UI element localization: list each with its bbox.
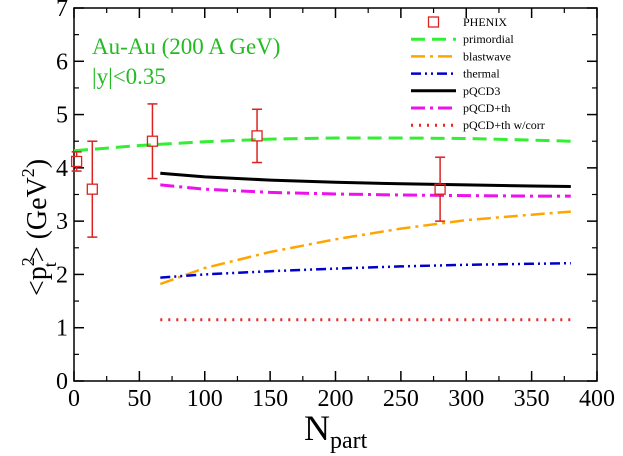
y-tick-label: 6: [56, 49, 68, 75]
y-tick-label: 5: [56, 103, 68, 129]
x-axis-label-main: N: [304, 408, 330, 448]
legend-label: pQCD3: [463, 84, 500, 98]
y-tick-label: 2: [56, 262, 68, 288]
legend-item-blastwave: blastwave: [411, 49, 511, 63]
y-tick-label: 3: [56, 209, 68, 235]
series-line-thermal: [160, 261, 571, 279]
y-label-p-sub: t: [40, 262, 60, 267]
x-tick-label: 250: [383, 386, 419, 412]
y-tick-label: 1: [56, 316, 68, 342]
legend-item-pqcd-th-w-corr: pQCD+th w/corr: [411, 118, 545, 132]
legend-item-pqcd3: pQCD3: [411, 84, 500, 98]
phenix-data-point: [251, 108, 263, 164]
phenix-data-point: [434, 156, 446, 222]
legend-label: PHENIX: [463, 15, 507, 29]
y-label-p-sup: 2: [18, 257, 38, 266]
legend-item-pqcd-th: pQCD+th: [411, 101, 510, 115]
phenix-data-point: [86, 140, 98, 238]
series-line-pqcd3: [160, 171, 571, 188]
y-tick-label: 0: [56, 369, 68, 395]
x-tick-label: 0: [68, 386, 80, 412]
series-line-primordial: [73, 136, 571, 153]
x-axis-label: Npart: [304, 408, 368, 454]
svg-text:Npart: Npart: [304, 408, 368, 454]
legend-item-primordial: primordial: [411, 32, 514, 46]
x-tick-label: 400: [579, 386, 615, 412]
x-tick-label: 300: [448, 386, 484, 412]
svg-text:<p2t> (GeV2): <p2 t> (GeV2): [18, 159, 60, 296]
legend-item-thermal: thermal: [411, 67, 500, 81]
annotation-line2: |y|<0.35: [92, 64, 166, 89]
legend-label: primordial: [463, 32, 514, 46]
y-tick-label: 7: [56, 0, 68, 22]
x-axis-label-sub: part: [330, 428, 368, 454]
x-tick-label: 150: [252, 386, 288, 412]
phenix-data-point: [70, 151, 83, 172]
x-tick-label: 100: [187, 386, 223, 412]
y-axis-label: <p2 t> (GeV2): [18, 159, 60, 296]
series-line-blastwave: [159, 210, 571, 286]
y-label-lt: <: [22, 280, 53, 296]
y-label-gev-sup: 2: [18, 168, 38, 177]
x-tick-label: 350: [514, 386, 550, 412]
legend-marker: [427, 16, 440, 28]
x-tick-label: 50: [127, 386, 151, 412]
legend-label: thermal: [463, 67, 500, 81]
y-label-p: p: [22, 266, 53, 280]
y-label-gt: > (GeV: [22, 177, 53, 262]
legend-label: pQCD+th: [463, 101, 510, 115]
phenix-data-point: [146, 103, 159, 180]
legend-label: pQCD+th w/corr: [463, 118, 545, 132]
y-label-close: ): [22, 159, 53, 168]
legend-label: blastwave: [463, 49, 511, 63]
annotation-line1: Au-Au (200 A GeV): [92, 34, 280, 59]
legend-item-phenix: PHENIX: [427, 15, 507, 29]
series-line-pqcd-th: [160, 183, 571, 198]
y-tick-label: 4: [56, 156, 68, 182]
x-tick-label: 200: [318, 386, 354, 412]
